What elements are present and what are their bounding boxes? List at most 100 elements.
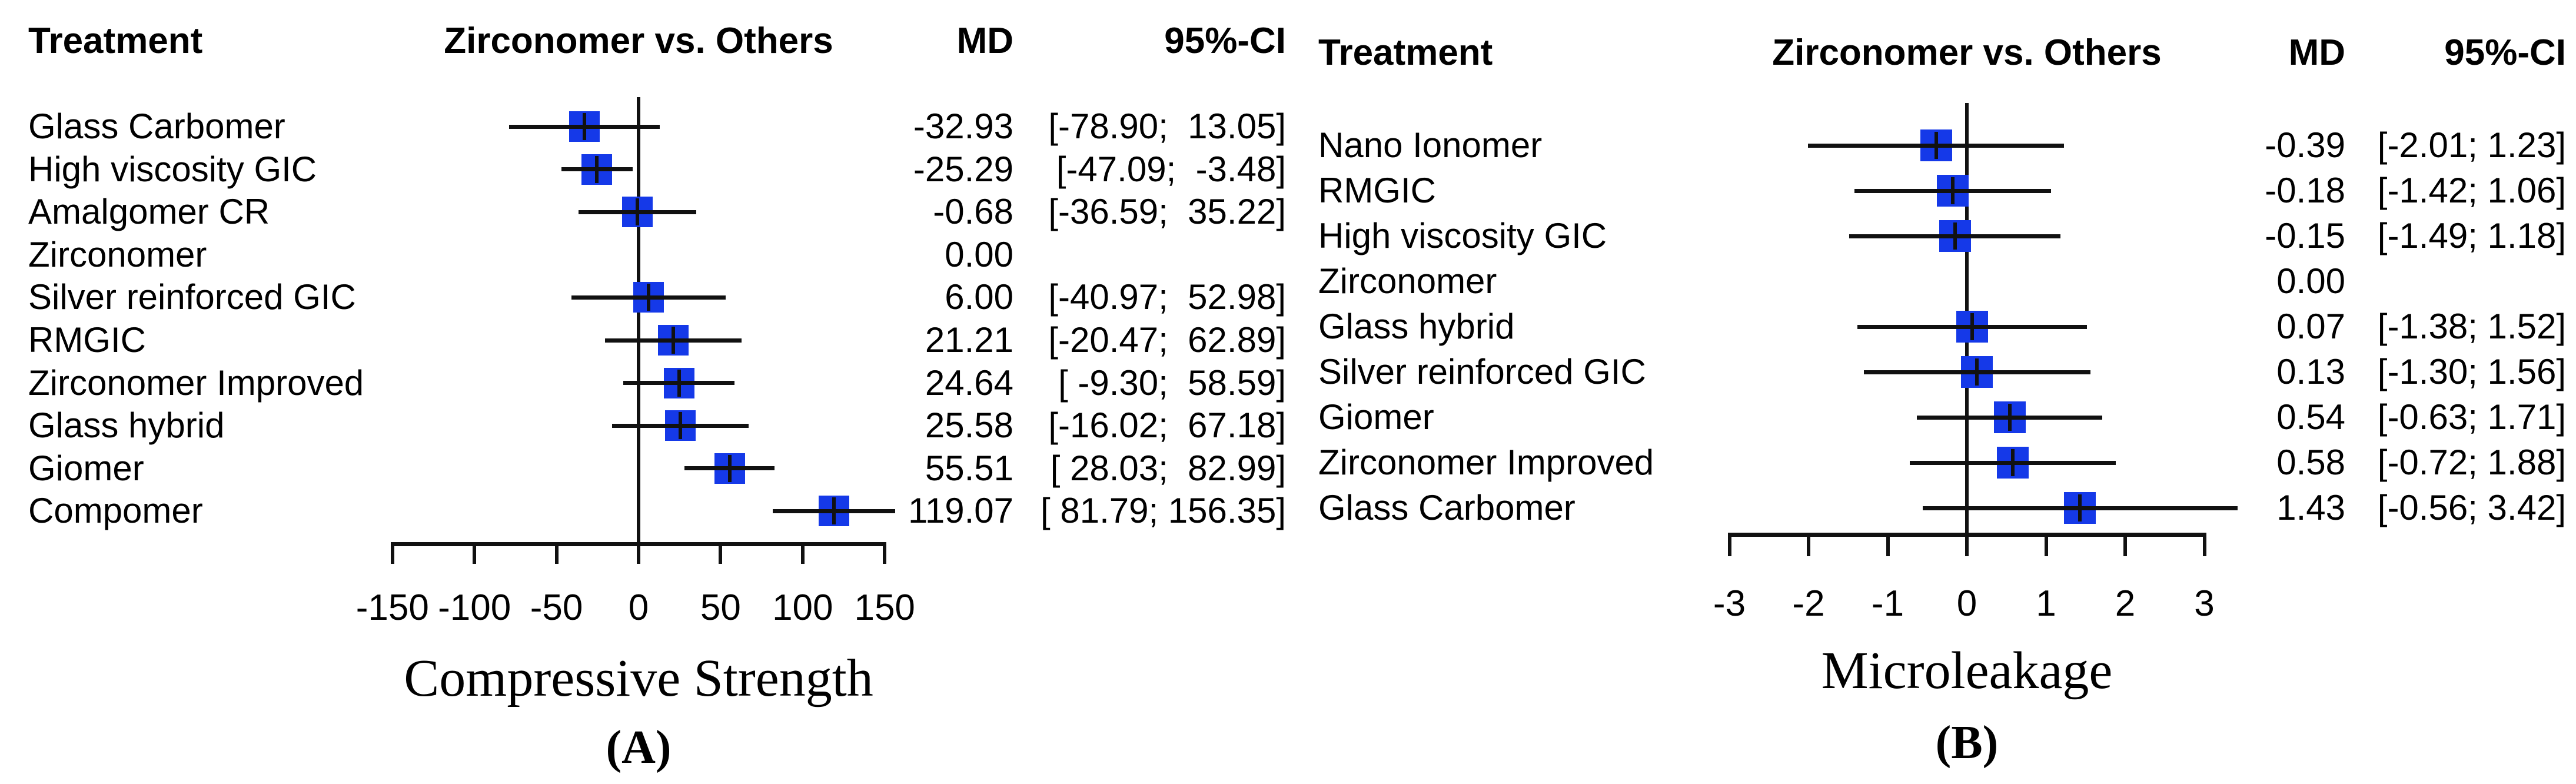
treatment-label: Amalgomer CR (28, 192, 270, 232)
md-value: 0.00 (945, 234, 1013, 274)
column-header-treatment: Treatment (1318, 32, 1493, 73)
x-axis-tick (2202, 533, 2206, 556)
treatment-label: Compomer (28, 491, 203, 531)
x-axis-tick-label: 50 (700, 587, 741, 628)
md-value: -25.29 (913, 149, 1013, 189)
effect-center-tick (1975, 358, 1979, 386)
treatment-label: Nano Ionomer (1318, 125, 1543, 165)
effect-center-tick (727, 454, 732, 482)
treatment-label: Zirconomer Improved (1318, 443, 1654, 482)
ci-value: [-1.30; 1.56] (2377, 352, 2566, 391)
treatment-label: RMGIC (1318, 171, 1436, 210)
x-axis-tick-label: -1 (1871, 583, 1904, 624)
x-axis-tick (2123, 533, 2127, 556)
treatment-label: Glass Carbomer (28, 107, 285, 146)
x-axis-tick (883, 542, 887, 564)
ci-value: [-16.02; 67.18] (1048, 406, 1286, 446)
ci-value: [-1.42; 1.06] (2377, 171, 2566, 210)
md-value: -0.15 (2265, 216, 2345, 255)
md-value: -0.18 (2265, 171, 2345, 210)
md-value: 1.43 (2276, 488, 2345, 527)
md-value: 0.54 (2276, 397, 2345, 437)
x-axis-title: Compressive Strength (404, 649, 873, 707)
effect-center-tick (595, 155, 599, 183)
effect-center-tick (832, 497, 836, 525)
ci-value: [-78.90; 13.05] (1048, 107, 1286, 146)
treatment-label: Zirconomer (1318, 261, 1497, 301)
md-value: 6.00 (945, 277, 1013, 317)
ci-value: [-0.56; 3.42] (2377, 488, 2566, 527)
zero-reference-line (637, 97, 640, 564)
ci-value: [-1.38; 1.52] (2377, 307, 2566, 346)
md-value: 55.51 (925, 448, 1013, 488)
x-axis-tick (1886, 533, 1890, 556)
ci-value: [-1.49; 1.18] (2377, 216, 2566, 255)
x-axis-tick-label: 100 (772, 587, 833, 628)
x-axis-tick (1965, 533, 1969, 556)
effect-center-tick (672, 327, 676, 354)
column-header-ci: 95%-CI (2444, 32, 2566, 73)
effect-center-tick (2011, 449, 2015, 476)
effect-center-tick (679, 412, 683, 440)
x-axis-tick (2044, 533, 2048, 556)
effect-center-tick (646, 284, 650, 311)
ci-value: [-36.59; 35.22] (1048, 192, 1286, 232)
effect-center-tick (2007, 404, 2012, 431)
treatment-label: Giomer (1318, 397, 1434, 437)
treatment-label: Giomer (28, 448, 144, 488)
md-value: -0.68 (933, 192, 1013, 232)
treatment-label: Glass Carbomer (1318, 488, 1575, 527)
column-header-comparison: Zirconomer vs. Others (444, 21, 833, 61)
column-header-md: MD (956, 21, 1013, 61)
column-header-comparison: Zirconomer vs. Others (1772, 32, 2162, 73)
md-value: 119.07 (908, 491, 1013, 531)
effect-center-tick (583, 113, 587, 140)
x-axis-tick-label: 3 (2194, 583, 2215, 624)
x-axis-tick-label: 1 (2036, 583, 2056, 624)
x-axis-tick-label: 2 (2115, 583, 2136, 624)
x-axis-tick (1807, 533, 1810, 556)
effect-center-tick (1950, 177, 1955, 204)
x-axis-tick-label: -100 (438, 587, 511, 628)
treatment-label: Zirconomer (28, 234, 207, 274)
treatment-label: Glass hybrid (28, 406, 225, 446)
md-value: 24.64 (925, 363, 1013, 403)
x-axis-tick-label: -2 (1792, 583, 1825, 624)
treatment-label: Glass hybrid (1318, 307, 1515, 346)
md-value: 0.58 (2276, 443, 2345, 482)
ci-value: [-0.63; 1.71] (2377, 397, 2566, 437)
treatment-label: Silver reinforced GIC (1318, 352, 1646, 391)
effect-center-tick (1970, 313, 1975, 340)
column-header-ci: 95%-CI (1164, 21, 1286, 61)
treatment-label: Silver reinforced GIC (28, 277, 356, 317)
md-value: 0.07 (2276, 307, 2345, 346)
md-value: 21.21 (925, 320, 1013, 360)
treatment-label: High viscosity GIC (1318, 216, 1607, 255)
panel-letter: (A) (606, 722, 672, 773)
column-header-md: MD (2288, 32, 2345, 73)
x-axis-tick (1727, 533, 1731, 556)
ci-value: [ 81.79; 156.35] (1040, 491, 1286, 531)
ci-value: [-47.09; -3.48] (1056, 149, 1286, 189)
column-header-treatment: Treatment (28, 21, 203, 61)
x-axis-tick (637, 542, 640, 564)
x-axis-tick (719, 542, 723, 564)
md-value: 0.13 (2276, 352, 2345, 391)
x-axis-tick-label: -50 (530, 587, 583, 628)
x-axis-tick-label: -150 (355, 587, 429, 628)
treatment-label: RMGIC (28, 320, 146, 360)
x-axis-tick-label: 0 (1956, 583, 1977, 624)
treatment-label: Zirconomer Improved (28, 363, 364, 403)
panel-letter: (B) (1935, 717, 1999, 769)
ci-value: [-40.97; 52.98] (1048, 277, 1286, 317)
x-axis-tick-label: 150 (854, 587, 915, 628)
md-value: -32.93 (913, 107, 1013, 146)
ci-value: [-20.47; 62.89] (1048, 320, 1286, 360)
x-axis-tick (800, 542, 805, 564)
treatment-label: High viscosity GIC (28, 149, 317, 189)
x-axis-tick-label: 0 (628, 587, 649, 628)
ci-value: [ 28.03; 82.99] (1050, 448, 1286, 488)
md-value: 0.00 (2276, 261, 2345, 301)
x-axis-tick (554, 542, 559, 564)
